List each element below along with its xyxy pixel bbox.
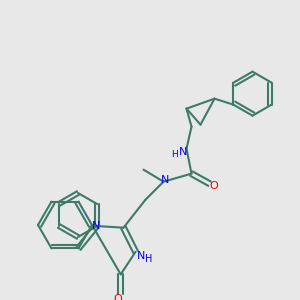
- Text: H: H: [145, 254, 152, 264]
- Text: H: H: [171, 150, 178, 159]
- Text: O: O: [113, 294, 122, 300]
- Text: N: N: [136, 251, 145, 261]
- Text: N: N: [179, 147, 188, 157]
- Text: N: N: [92, 221, 101, 231]
- Text: O: O: [209, 181, 218, 191]
- Text: N: N: [161, 175, 170, 185]
